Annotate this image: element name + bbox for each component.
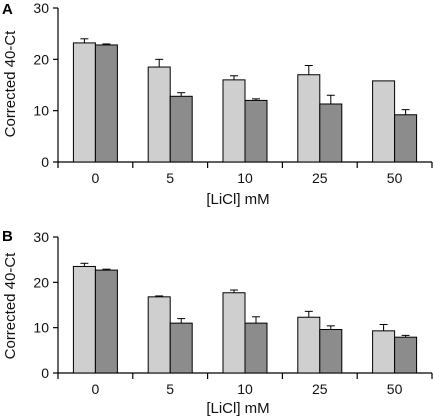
panel-b-x-tick-label: 5 — [166, 381, 174, 397]
panel-b-bar-s2-5 — [169, 322, 193, 374]
panel-b-bar-s2-50 — [394, 336, 418, 374]
panel-b-bar-s1-5 — [147, 296, 171, 374]
panel-a-y-tick-label: 30 — [33, 0, 49, 16]
panel-b-y-tick-label: 10 — [33, 320, 49, 336]
panel-a-x-tick-label: 25 — [312, 170, 328, 186]
panel-b-x-tick-label: 50 — [387, 381, 403, 397]
panel-a-bar-s1-0 — [72, 42, 96, 163]
panel-a-x-tick-label: 0 — [92, 170, 100, 186]
panel-a-x-axis-label: [LiCl] mM — [206, 191, 269, 208]
panel-b-y-tick-label: 0 — [41, 365, 49, 381]
panel-b-x-tick-label: 0 — [92, 381, 100, 397]
panel-b: B Corrected 40-Ct [LiCl] mM 0 10 20 30 0 5 10 2… — [2, 228, 433, 416]
panel-a-bar-s2-50 — [394, 114, 418, 163]
panel-b-bar-s1-10 — [222, 292, 246, 374]
panel-b-y-tick-label: 30 — [33, 229, 49, 245]
panel-a-bar-s1-25 — [297, 74, 321, 163]
panel-a-y-tick-label: 20 — [33, 51, 49, 67]
panel-a-bar-s1-50 — [372, 80, 396, 163]
panel-b-bar-s2-0 — [94, 269, 118, 374]
panel-b-y-tick-label: 20 — [33, 274, 49, 290]
panel-b-x-axis-label: [LiCl] mM — [206, 400, 269, 416]
panel-b-bar-s1-50 — [372, 330, 396, 374]
panel-b-bar-s2-25 — [319, 328, 343, 374]
panel-a-plot-area: 0 10 20 30 0 5 10 25 50 — [33, 0, 433, 186]
panel-b-bar-s2-10 — [244, 322, 268, 374]
panel-a-y-tick-label: 10 — [33, 103, 49, 119]
panel-b-bar-s1-25 — [297, 316, 321, 374]
panel-b-letter: B — [2, 228, 13, 245]
panel-a-bar-s2-5 — [169, 95, 193, 163]
panel-a-bar-s1-10 — [222, 79, 246, 163]
panel-a-x-tick-label: 50 — [387, 170, 403, 186]
panel-a-bar-s2-10 — [244, 99, 268, 163]
panel-a: A Corrected 40-Ct [LiCl] mM 0 10 20 30 0 5 10 2… — [2, 0, 433, 208]
panel-a-bar-s2-0 — [94, 44, 118, 163]
panel-a-letter: A — [2, 1, 13, 18]
panel-a-bar-s1-5 — [147, 66, 171, 163]
panel-b-y-axis-label: Corrected 40-Ct — [2, 252, 19, 360]
panel-a-bar-s2-25 — [319, 103, 343, 163]
panel-b-x-tick-label: 10 — [237, 381, 253, 397]
panel-b-plot-area: 0 10 20 30 0 5 10 25 50 — [33, 229, 433, 397]
panel-a-y-tick-label: 0 — [41, 154, 49, 170]
panel-b-x-tick-label: 25 — [312, 381, 328, 397]
panel-b-bar-s1-0 — [72, 265, 96, 374]
panel-a-y-axis-label: Corrected 40-Ct — [2, 30, 19, 138]
panel-a-x-tick-label: 10 — [237, 170, 253, 186]
panel-a-x-tick-label: 5 — [166, 170, 174, 186]
